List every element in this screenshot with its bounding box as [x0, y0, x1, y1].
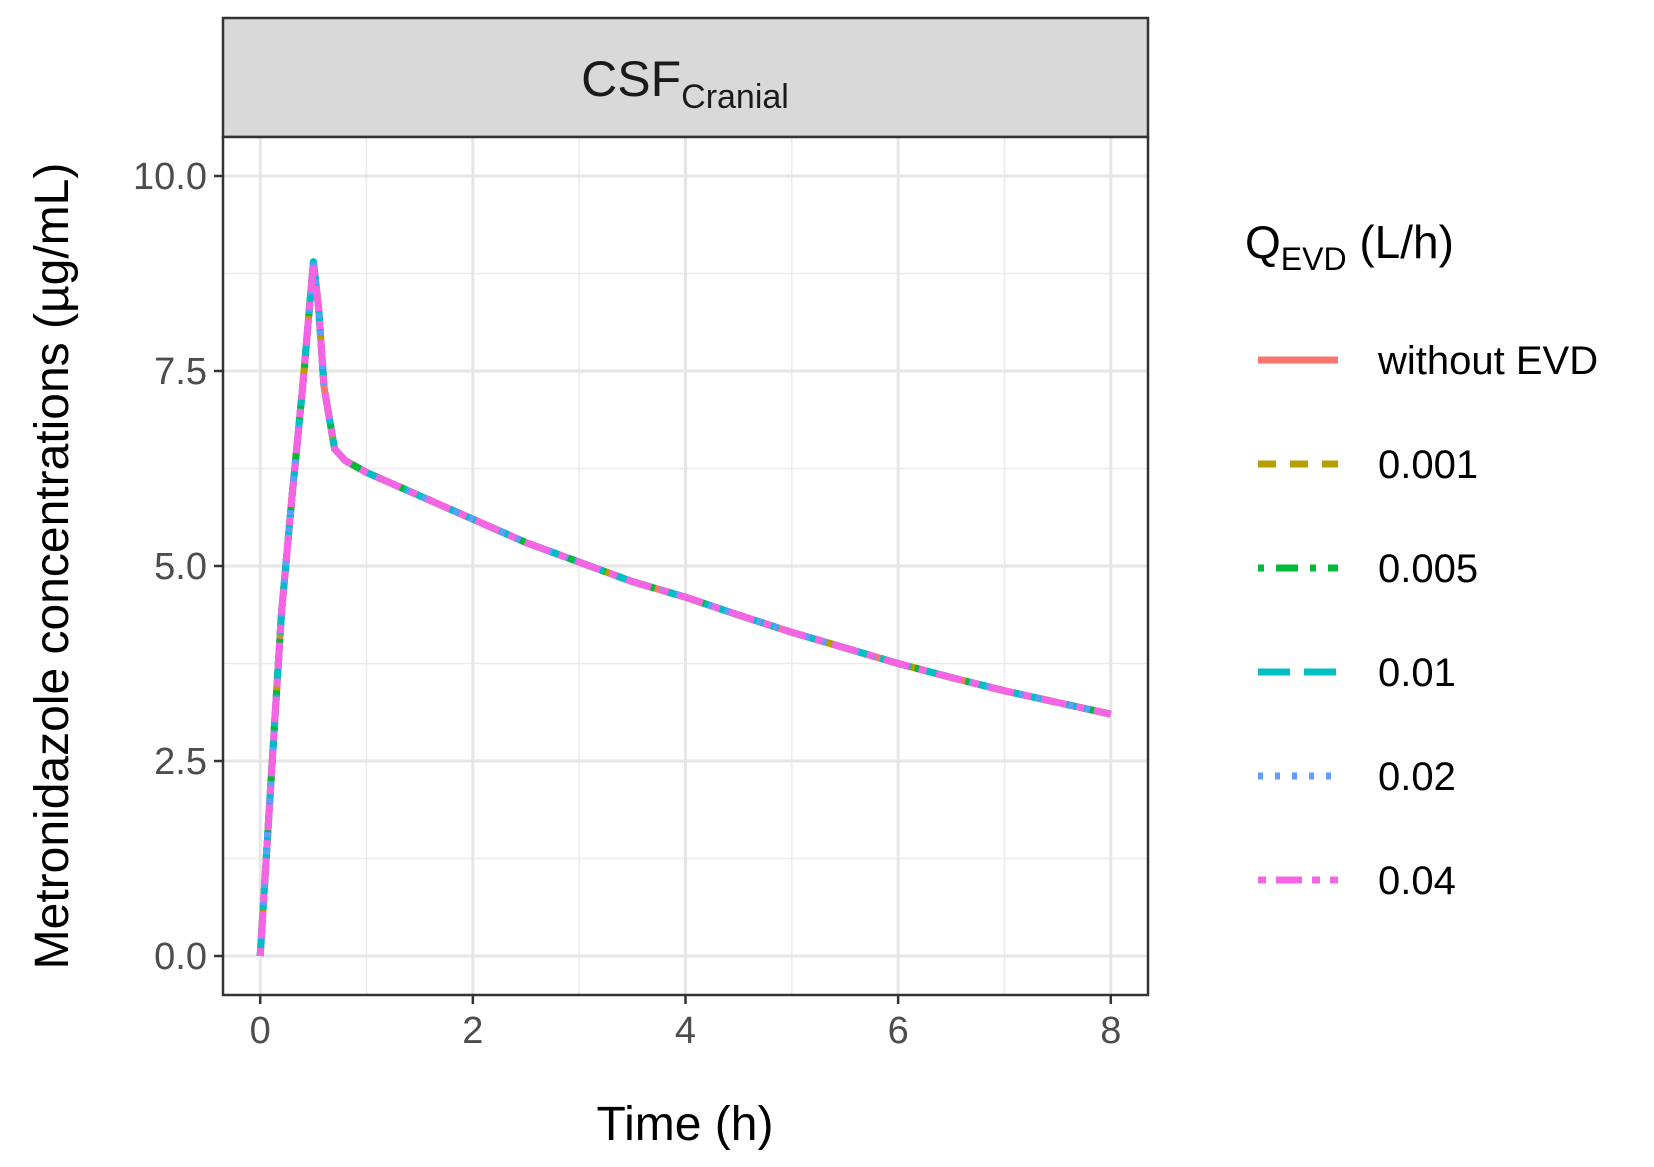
x-tick-label: 8 — [1100, 1010, 1121, 1052]
legend-label: 0.02 — [1378, 755, 1456, 799]
y-tick-label: 7.5 — [154, 351, 207, 393]
y-tick-label: 0.0 — [154, 936, 207, 978]
facet-strip — [221, 16, 1150, 139]
y-axis-title: Metronidazole concentrations (µg/mL) — [26, 163, 79, 970]
legend-label: without EVD — [1377, 339, 1598, 383]
axes: 0 2 4 6 8 0.0 2.5 5.0 7.5 10.0 — [133, 156, 1121, 1052]
legend: QEVD (L/h) without EVD 0.001 0.005 0.01 0.02… — [1245, 216, 1598, 903]
y-tick-label: 2.5 — [154, 741, 207, 783]
facet-strip-label: CSFCranial — [581, 51, 789, 116]
x-tick-label: 2 — [462, 1010, 483, 1052]
legend-items: without EVD 0.001 0.005 0.01 0.02 0.04 — [1258, 339, 1598, 903]
series-lines — [256, 258, 1112, 957]
legend-label: 0.04 — [1378, 859, 1456, 903]
legend-label: 0.01 — [1378, 651, 1456, 695]
legend-title: QEVD (L/h) — [1245, 216, 1454, 277]
legend-label: 0.005 — [1378, 547, 1478, 591]
series-line-0.04 — [256, 258, 1112, 957]
y-tick-label: 5.0 — [154, 546, 207, 588]
y-tick-label: 10.0 — [133, 156, 207, 198]
x-axis-title: Time (h) — [597, 1098, 774, 1151]
x-tick-label: 4 — [675, 1010, 696, 1052]
plot-panel — [221, 135, 1150, 997]
grid-lines — [223, 137, 1148, 995]
series-line-0.02 — [256, 258, 1112, 957]
x-tick-label: 6 — [888, 1010, 909, 1052]
legend-label: 0.001 — [1378, 443, 1478, 487]
x-tick-label: 0 — [250, 1010, 271, 1052]
